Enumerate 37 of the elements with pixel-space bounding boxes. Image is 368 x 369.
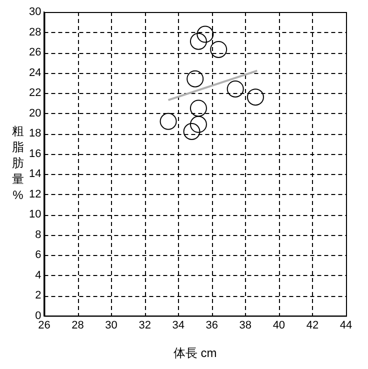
y-tick-label: 14: [28, 168, 42, 180]
x-tick-label: 42: [306, 319, 319, 332]
point: [160, 112, 177, 130]
point: [246, 88, 264, 106]
y-tick-label: 4: [35, 269, 42, 282]
x-tick-label: 30: [105, 319, 118, 332]
x-tick-label: 28: [72, 319, 84, 332]
x-tick-label: 34: [172, 319, 184, 332]
x-tick-label: 44: [340, 319, 352, 332]
y-tick-label: 26: [28, 46, 42, 59]
point: [196, 26, 214, 43]
point: [183, 122, 200, 140]
y-tick-label: 10: [28, 208, 42, 221]
y-tick-label: 28: [28, 26, 42, 38]
y-tick-label: 2: [35, 290, 42, 302]
y-tick-label: 8: [35, 228, 42, 241]
point: [226, 80, 244, 98]
y-tick-label: 22: [28, 87, 42, 100]
x-tick-label: 32: [138, 319, 151, 332]
y-tick-label: 24: [28, 66, 42, 79]
y-tick-label: 0: [35, 310, 42, 322]
point: [186, 70, 204, 88]
y-tick-label: 6: [35, 249, 42, 262]
y-axis-title: 粗脂肪量%: [12, 124, 24, 202]
y-tick-label: 20: [28, 107, 42, 120]
point: [190, 100, 207, 117]
x-tick-label: 36: [206, 319, 218, 332]
point: [190, 116, 207, 133]
y-tick-label: 12: [28, 188, 42, 200]
y-tick-label: 30: [28, 6, 42, 18]
y-tick-label: 18: [28, 128, 42, 140]
x-axis-title: 体長 cm: [173, 346, 217, 360]
x-tick-label: 40: [272, 319, 286, 332]
x-tick-label: 38: [239, 319, 252, 332]
point: [190, 32, 207, 50]
y-tick-label: 16: [28, 148, 42, 160]
point: [210, 40, 228, 58]
